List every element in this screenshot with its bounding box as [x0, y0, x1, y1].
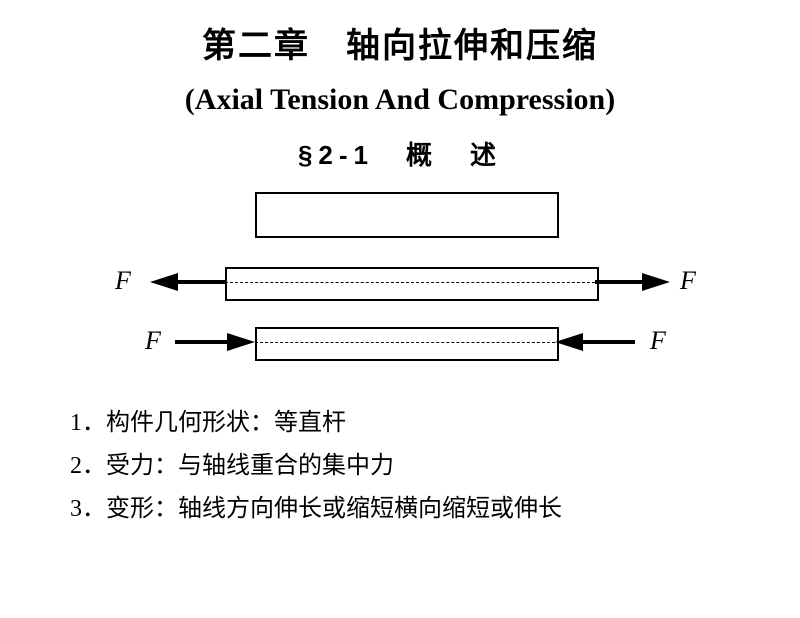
tension-arrow-right-shaft [595, 280, 645, 284]
description-list: 1．构件几何形状：等直杆 2．受力：与轴线重合的集中力 3．变形：轴线方向伸长或… [70, 402, 800, 523]
force-label-tension-right: F [680, 266, 696, 296]
compression-arrow-right-shaft [580, 340, 635, 344]
bar-compression [255, 327, 559, 361]
tension-arrow-right-head [642, 273, 670, 291]
axial-diagram: F F F F [90, 192, 710, 392]
tension-arrow-left-head [150, 273, 178, 291]
bar-tension [225, 267, 599, 301]
compression-arrow-left-shaft [175, 340, 230, 344]
list-item: 2．受力：与轴线重合的集中力 [70, 445, 800, 480]
tension-arrow-left-shaft [175, 280, 225, 284]
force-label-compression-left: F [145, 326, 161, 356]
compression-arrow-left-head [227, 333, 255, 351]
centerline-tension [225, 282, 595, 283]
list-item: 1．构件几何形状：等直杆 [70, 402, 800, 437]
compression-arrow-right-head [555, 333, 583, 351]
force-label-tension-left: F [115, 266, 131, 296]
list-item: 3．变形：轴线方向伸长或缩短横向缩短或伸长 [70, 488, 800, 523]
centerline-compression [255, 342, 555, 343]
chapter-title-cn: 第二章 轴向拉伸和压缩 [0, 18, 800, 67]
force-label-compression-right: F [650, 326, 666, 356]
bar-original [255, 192, 559, 238]
section-heading: §2-1 概 述 [0, 135, 800, 172]
chapter-title-en: (Axial Tension And Compression) [0, 83, 800, 117]
